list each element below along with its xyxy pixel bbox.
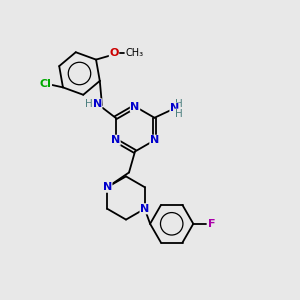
Text: N: N: [170, 103, 179, 113]
Text: H: H: [175, 99, 183, 109]
Text: N: N: [140, 204, 149, 214]
Text: CH₃: CH₃: [125, 48, 143, 58]
Text: N: N: [103, 182, 112, 192]
Text: N: N: [130, 101, 140, 112]
Text: F: F: [208, 219, 216, 229]
Text: O: O: [110, 48, 119, 58]
Text: Cl: Cl: [40, 79, 52, 89]
Text: N: N: [111, 135, 120, 145]
Text: H: H: [85, 99, 93, 109]
Text: H: H: [175, 109, 183, 119]
Text: N: N: [150, 135, 159, 145]
Text: N: N: [93, 99, 102, 109]
